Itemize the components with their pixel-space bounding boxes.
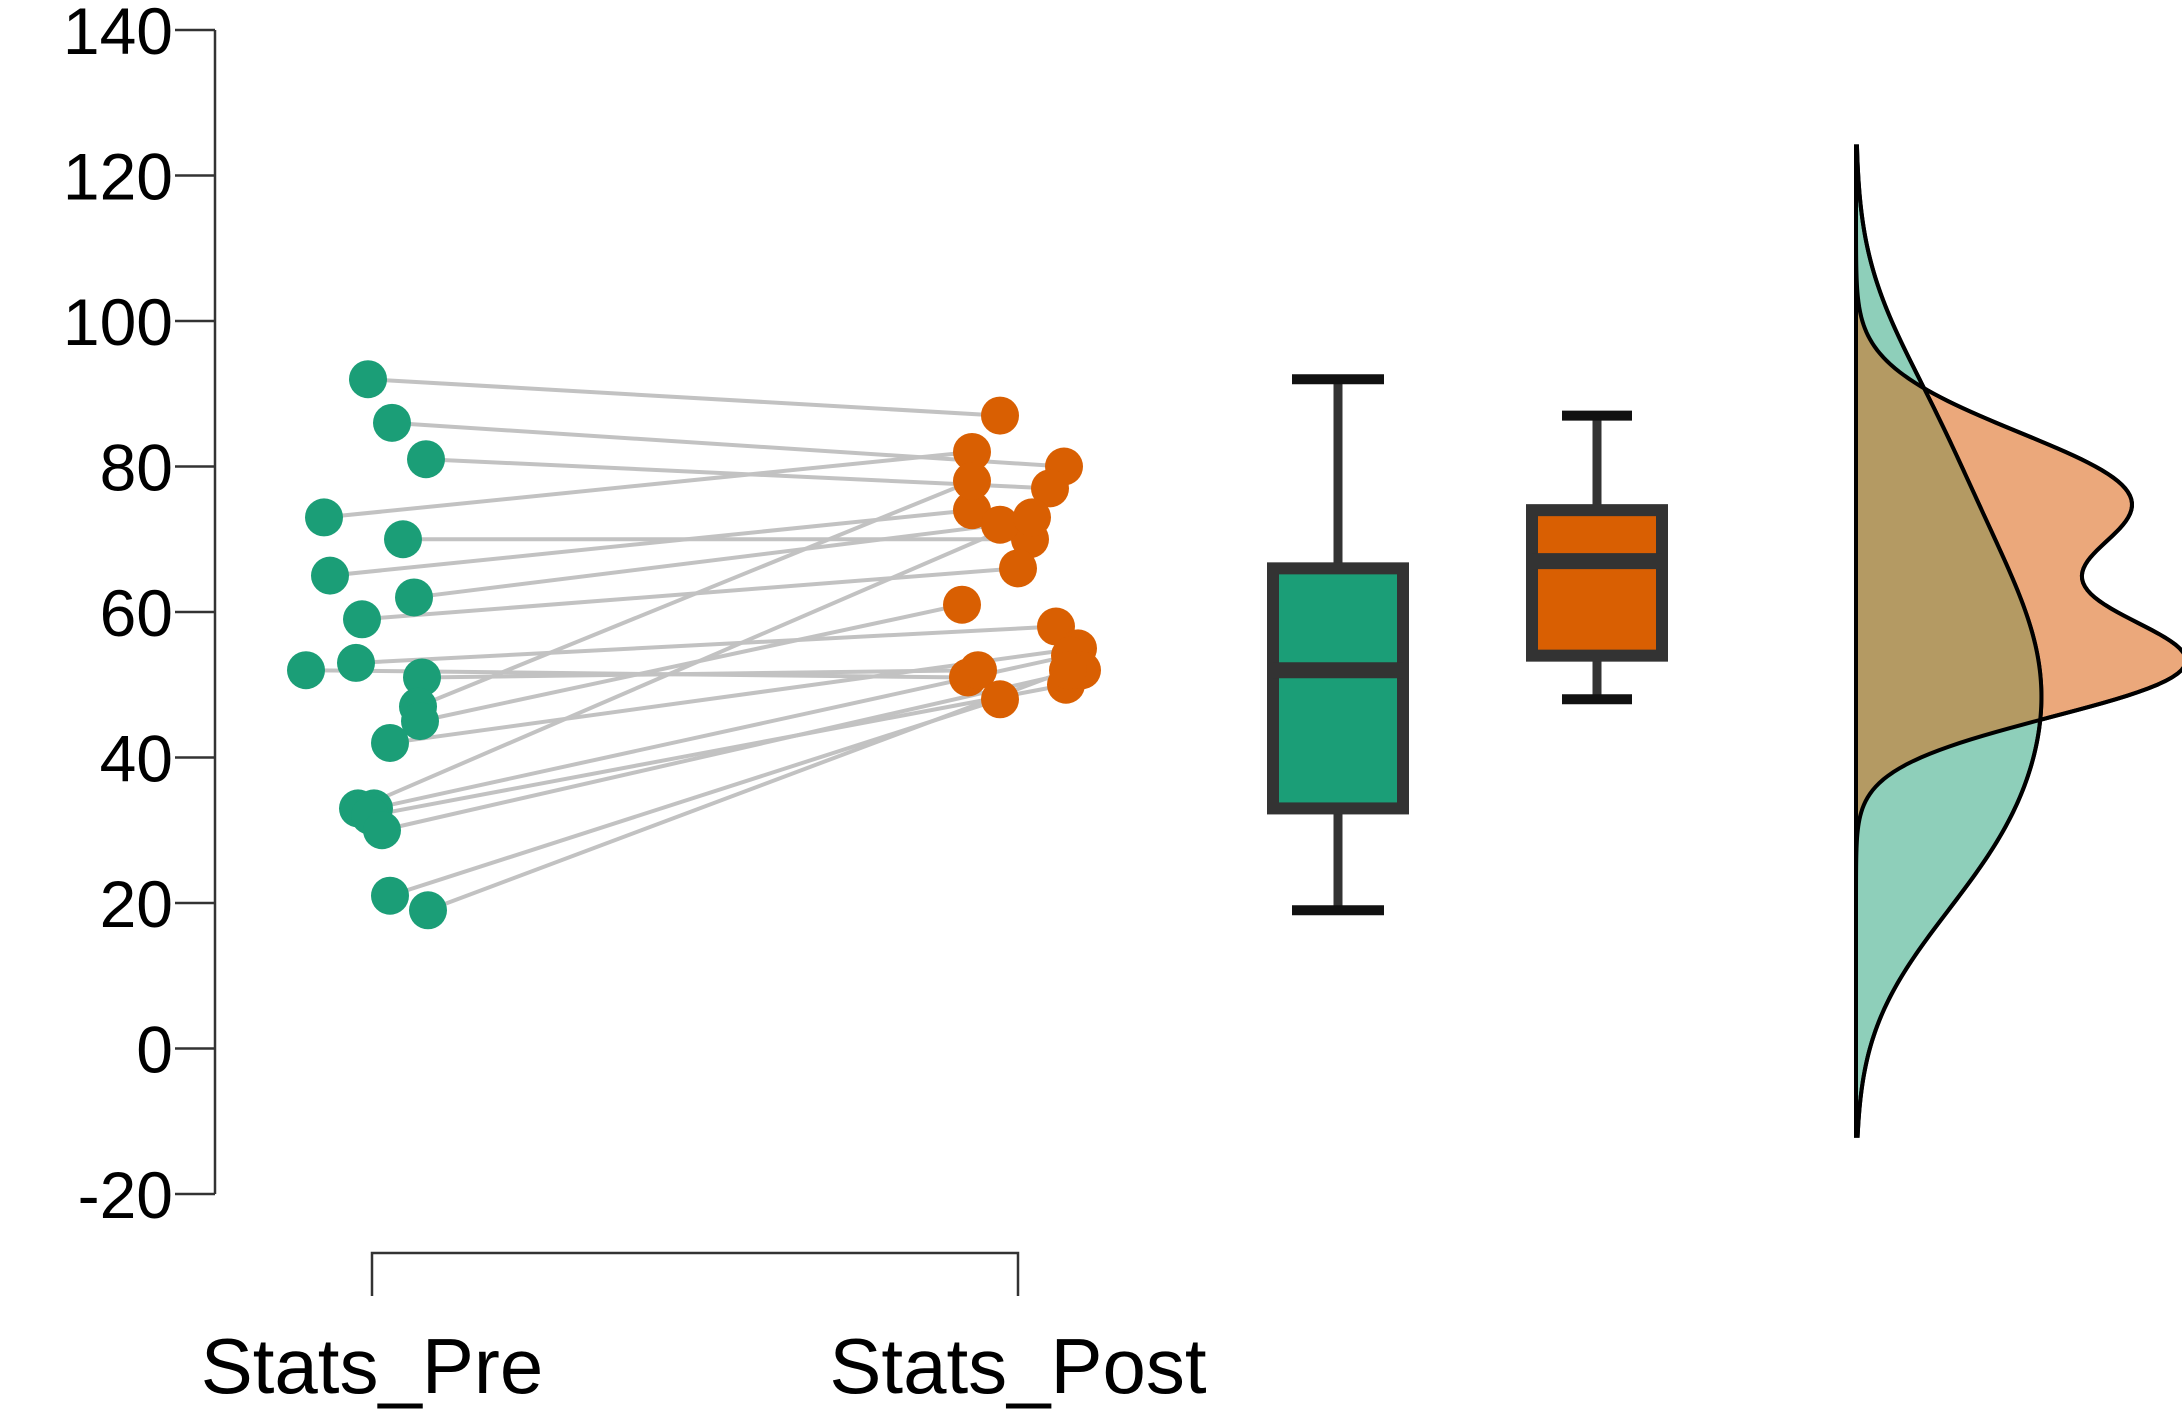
box-iqr [1526, 504, 1668, 662]
pre-data-point [343, 600, 381, 639]
boxplots [1267, 374, 1668, 916]
data-points [287, 360, 1101, 930]
y-axis: -20 0 20 40 60 80 100 120 140 [63, 0, 217, 1232]
y-tick-label: 100 [63, 285, 173, 359]
box-iqr [1267, 562, 1409, 815]
pre-data-point [401, 702, 439, 741]
pre-data-point [403, 658, 441, 697]
post-data-point [1049, 651, 1087, 690]
post-data-point [943, 585, 981, 624]
pre-data-point [373, 403, 411, 442]
boxplot-stats-post [1526, 410, 1668, 705]
post-data-point [953, 491, 991, 530]
pair-connector-line [413, 522, 1001, 600]
post-data-point [953, 432, 991, 471]
x-category-label: Stats_Post [829, 1322, 1207, 1410]
overlap-density-region [1856, 146, 2042, 1136]
pre-data-point [409, 891, 447, 930]
pair-connector-line [381, 668, 1083, 833]
post-data-point [981, 505, 1019, 544]
pre-data-point [384, 520, 422, 559]
y-tick-label: 20 [100, 867, 173, 941]
pre-data-point [287, 651, 325, 690]
y-tick-label: 0 [136, 1013, 173, 1087]
post-data-point [1031, 469, 1069, 508]
y-tick-label: 60 [100, 576, 173, 650]
pre-data-point [363, 811, 401, 850]
pre-data-point [371, 876, 409, 915]
pair-connector-line [323, 449, 973, 520]
pre-density-outline [1854, 144, 2044, 1138]
pair-connector-line [329, 508, 973, 578]
y-tick-label: 120 [63, 140, 173, 214]
post-data-point [959, 651, 997, 690]
post-data-point [953, 462, 991, 501]
pre-data-point [395, 578, 433, 617]
post-data-point [999, 549, 1037, 588]
pre-data-point [337, 643, 375, 682]
pair-connector-line [427, 668, 1069, 913]
pre-data-point [349, 360, 387, 399]
x-category-label: Stats_Pre [201, 1322, 544, 1410]
x-axis-bracket [370, 1251, 1020, 1296]
pair-connector-line [391, 420, 1065, 469]
post-data-point [981, 680, 1019, 719]
y-tick-label: 140 [63, 0, 173, 68]
y-tick-label: -20 [78, 1158, 173, 1232]
x-axis: Stats_Pre Stats_Post [201, 1251, 1207, 1410]
pair-connector-line [357, 515, 1033, 811]
pair-connector-line [421, 668, 979, 680]
post-data-point [1013, 498, 1051, 537]
density-clouds [1854, 144, 2182, 1138]
pre-data-point [407, 440, 445, 479]
y-tick-label: 80 [100, 431, 173, 505]
y-tick-label: 40 [100, 722, 173, 796]
pair-connector-line [417, 479, 973, 709]
pair-connector-line [367, 377, 1001, 418]
pair-connector-line [369, 682, 1067, 818]
boxplot-stats-pre [1267, 374, 1409, 916]
paired-connectors [305, 377, 1083, 913]
pre-data-point [311, 556, 349, 595]
post-data-point [981, 396, 1019, 435]
pair-connector-line [355, 624, 1057, 665]
pre-data-point [371, 723, 409, 762]
pre-data-point [305, 498, 343, 537]
